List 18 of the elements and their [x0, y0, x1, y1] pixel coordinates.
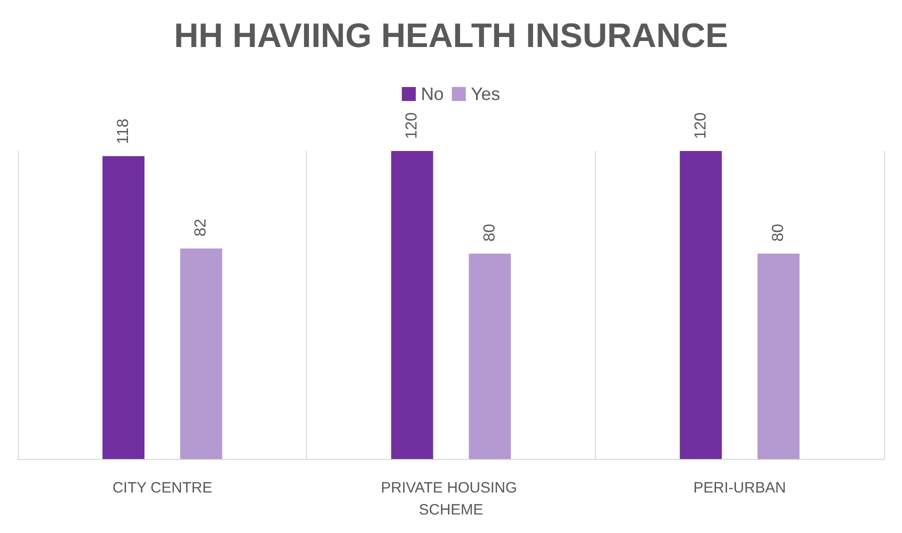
bar [758, 254, 800, 459]
x-tick-label: PERI-URBAN [693, 480, 786, 496]
bar [391, 151, 434, 459]
bar [680, 151, 722, 459]
data-label: 120 [404, 112, 421, 139]
bar [102, 156, 144, 459]
bar [468, 254, 511, 459]
data-label: 80 [770, 224, 788, 242]
bar [180, 248, 222, 459]
x-tick-label: CITY CENTRE [112, 480, 212, 496]
x-tick-label: PRIVATE HOUSING SCHEME [380, 480, 522, 518]
data-label: 82 [192, 218, 210, 237]
data-label: 80 [481, 224, 498, 242]
legend-label: No [420, 84, 444, 104]
data-label: 120 [692, 112, 710, 139]
data-label: 118 [114, 118, 132, 144]
legend-label: Yes [470, 84, 500, 104]
chart-title: HH HAVIING HEALTH INSURANCE [174, 17, 728, 55]
